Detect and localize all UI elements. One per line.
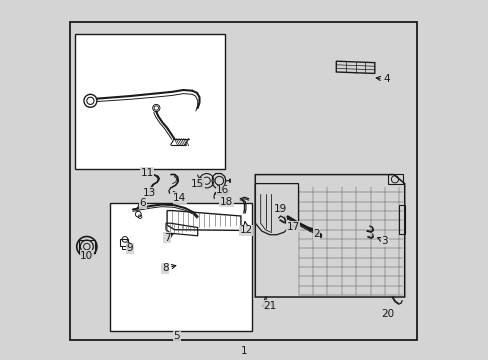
Text: 20: 20 [381, 309, 393, 319]
Text: 11: 11 [141, 168, 154, 178]
Text: 7: 7 [163, 233, 173, 243]
Bar [399, 205, 404, 234]
Text: 21: 21 [263, 301, 276, 311]
Bar [75, 34, 224, 169]
Text: 15: 15 [191, 179, 204, 189]
Text: 13: 13 [142, 188, 155, 198]
Bar [387, 174, 402, 184]
Text: 16: 16 [216, 185, 229, 195]
Text: 18: 18 [220, 197, 233, 207]
Text: 10: 10 [80, 251, 93, 261]
Text: 5: 5 [173, 330, 180, 341]
Text: 8: 8 [162, 263, 176, 273]
Text: 12: 12 [239, 222, 252, 235]
Text: 17: 17 [286, 222, 299, 232]
Text: 4: 4 [376, 74, 389, 84]
Bar [70, 22, 416, 340]
Text: 9: 9 [126, 243, 133, 253]
Text: 2: 2 [307, 228, 319, 239]
Bar [109, 203, 251, 331]
Bar [122, 246, 127, 249]
Text: 1: 1 [240, 346, 246, 356]
Text: 14: 14 [173, 192, 186, 203]
Text: 6: 6 [137, 198, 146, 208]
Bar [120, 239, 128, 246]
Text: 3: 3 [377, 236, 387, 246]
Text: 19: 19 [273, 204, 286, 214]
